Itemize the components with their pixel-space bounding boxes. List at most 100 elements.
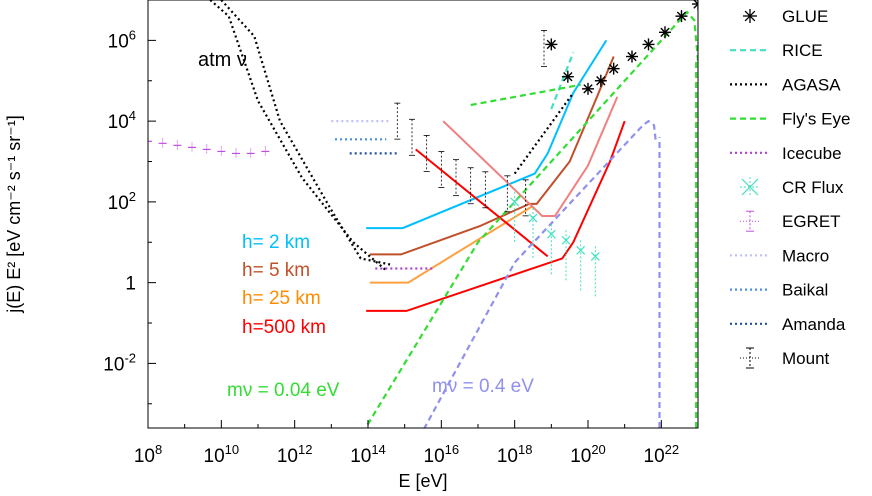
legend-label: Icecube [782,144,842,163]
y-axis-title: j(E) E² [eV cm⁻² s⁻¹ sr⁻¹] [4,115,24,314]
glue-point [642,38,655,51]
legend-item: RICE [730,41,823,60]
egret-point [246,148,255,159]
egret-point [173,140,182,151]
egret-point [261,146,270,157]
mount-point [409,118,415,156]
glue-point [561,70,574,83]
cr-flux-point [546,224,556,275]
cr-flux-point [576,240,586,291]
series-layer [209,0,698,428]
legend-label: Macro [782,246,829,265]
legend-item: EGRET [740,210,841,232]
series-5 [415,148,549,258]
legend-item: Fly's Eye [730,110,850,129]
x-tick-label: 1016 [424,442,460,467]
egret-point [158,138,167,149]
annotation-6: mν = 0.4 eV [432,376,534,397]
y-tick-label: 104 [108,108,136,133]
series-15 [364,10,698,428]
marker-layer [148,0,698,297]
series-4 [366,120,626,312]
series-9 [513,92,575,175]
series-1 [369,56,615,256]
glue-point [675,10,688,23]
y-tick-label: 1 [125,274,136,295]
cr-flux-point [510,191,520,242]
cr-flux-point [528,208,538,259]
series-0 [366,39,608,230]
y-tick-label: 10-2 [103,350,136,375]
legend-item: AGASA [730,75,841,94]
legend-item: GLUE [743,7,828,26]
mount-point [394,102,401,140]
legend: GLUE RICE AGASA Fly's Eye Icecube CR Flux EGRE… [730,7,850,369]
glue-point [545,38,558,51]
egret-point [217,146,226,157]
egret-point [188,142,196,153]
annotation-4: h=500 km [242,317,326,338]
egret-point [232,148,240,159]
tick-layer: 108 1010 1012 1014 1016 1018 1020 1022 10-2 1 102 1… [103,27,679,467]
annotation-0: atm ν [198,49,247,71]
legend-label: Fly's Eye [782,110,850,129]
legend-label: CR Flux [782,178,844,197]
legend-item: Macro [730,246,829,265]
series-3 [442,96,619,217]
legend-label: GLUE [782,7,828,26]
series-7 [220,0,391,266]
x-tick-label: 1022 [644,442,680,467]
legend-label: EGRET [782,212,841,231]
glue-point [594,74,607,87]
annotation-2: h= 5 km [242,260,310,281]
legend-label: RICE [782,41,823,60]
glue-point [692,0,698,11]
mount-point [522,179,529,217]
series-2 [369,205,534,284]
legend-item: Mount [740,347,830,369]
mount-point [467,167,474,205]
plot-frame [147,0,699,429]
y-tick-label: 102 [108,189,136,214]
glue-point [607,62,620,75]
mount-point [482,171,489,209]
series-6 [209,0,388,272]
annotation-5: mν = 0.04 eV [227,380,340,401]
x-tick-label: 1020 [570,442,606,467]
legend-label: Mount [782,349,830,368]
glue-point [582,82,594,95]
annotation-1: h= 2 km [242,232,310,253]
legend-item: Amanda [730,315,846,334]
x-tick-label: 1014 [350,442,386,467]
legend-label: AGASA [782,75,841,94]
x-axis-title: E [eV] [398,471,447,491]
x-tick-label: 1012 [277,442,313,467]
series-10 [470,83,581,107]
mount-point [453,159,459,197]
egret-point [148,136,152,147]
x-tick-label: 108 [134,442,162,467]
legend-swatch [744,10,756,22]
mount-point [423,135,430,172]
egret-point [202,144,211,155]
y-tick-label: 106 [108,27,136,52]
x-tick-label: 1010 [204,442,240,467]
annotation-layer: atm ν h= 2 km h= 5 km h= 25 km h=500 km mν = … [198,49,534,401]
series-16 [423,119,657,428]
cr-flux-point [561,230,571,281]
legend-label: Amanda [782,315,846,334]
series-8 [550,52,575,110]
legend-item: Icecube [730,144,842,163]
glue-point [659,26,671,39]
mount-point [438,151,445,188]
legend-item: Baikal [730,281,828,300]
x-tick-label: 1018 [497,442,533,467]
mount-point [541,30,547,67]
cr-flux-point [590,246,600,297]
mount-point [504,175,511,213]
legend-label: Baikal [782,281,828,300]
glue-point [626,50,638,63]
legend-item: CR Flux [740,177,844,197]
annotation-3: h= 25 km [242,288,321,309]
